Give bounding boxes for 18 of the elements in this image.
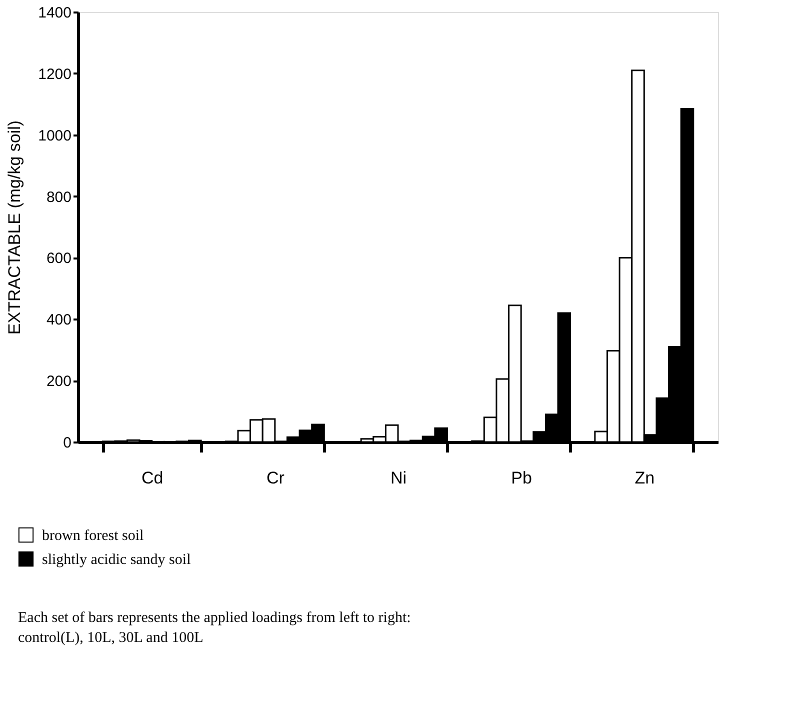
y-tick-label: 200 (46, 373, 72, 390)
x-tick-label: Cr (266, 468, 285, 488)
x-tick-label: Zn (634, 468, 655, 488)
x-tick-label: Cd (141, 468, 164, 488)
y-tick-label: 1000 (38, 127, 72, 144)
x-tick-label: Ni (390, 468, 407, 488)
y-tick-label: 0 (63, 434, 72, 452)
legend-label: slightly acidic sandy soil (42, 552, 191, 568)
y-axis-title: EXTRACTABLE (mg/kg soil) (5, 120, 24, 335)
y-tick-label: 1200 (38, 66, 72, 83)
legend-label: brown forest soil (42, 528, 144, 544)
x-tick-label: Pb (511, 468, 532, 488)
y-tick-label: 1400 (38, 4, 72, 22)
y-tick-label: 800 (46, 188, 72, 206)
y-tick-label: 600 (46, 250, 72, 268)
y-tick-label: 400 (46, 312, 72, 329)
text: Each set of bars represents the applied loadings from left to right: (18, 610, 411, 626)
text: control(L), 10L, 30L and 100L (18, 630, 204, 646)
